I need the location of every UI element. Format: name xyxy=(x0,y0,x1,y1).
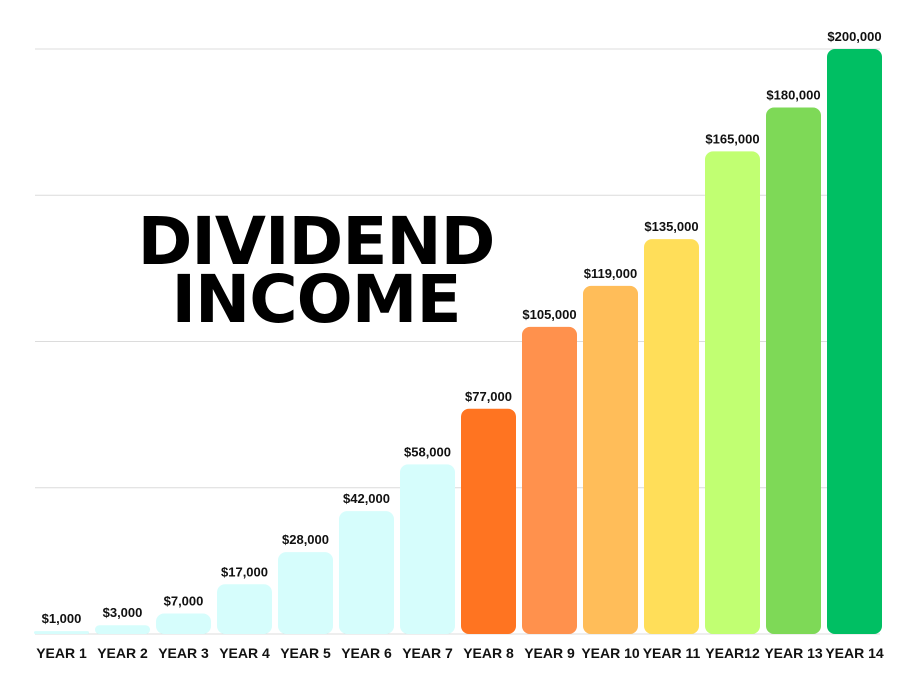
tick-label-10: YEAR 10 xyxy=(581,645,640,661)
bar-8 xyxy=(461,408,516,634)
bar-4 xyxy=(217,584,272,634)
bar-14 xyxy=(827,49,882,634)
tick-label-13: YEAR 13 xyxy=(764,645,823,661)
tick-label-7: YEAR 7 xyxy=(402,645,453,661)
bar-13 xyxy=(766,107,821,634)
tick-label-8: YEAR 8 xyxy=(463,645,514,661)
tick-label-3: YEAR 3 xyxy=(158,645,209,661)
bar-series xyxy=(34,49,882,634)
tick-label-11: YEAR 11 xyxy=(643,645,701,661)
bar-5 xyxy=(278,552,333,634)
bar-2 xyxy=(95,625,150,634)
x-axis-tick-labels: YEAR 1 YEAR 2 YEAR 3 YEAR 4 YEAR 5 YEAR 6 YEAR… xyxy=(36,645,884,661)
tick-label-9: YEAR 9 xyxy=(524,645,575,661)
bar-11 xyxy=(644,239,699,634)
tick-label-2: YEAR 2 xyxy=(97,645,148,661)
value-label-7: $58,000 xyxy=(404,444,451,459)
value-label-3: $7,000 xyxy=(164,594,204,609)
bar-6 xyxy=(339,511,394,634)
tick-label-1: YEAR 1 xyxy=(36,645,87,661)
tick-label-5: YEAR 5 xyxy=(280,645,331,661)
bar-3 xyxy=(156,613,211,634)
bar-1 xyxy=(34,631,89,634)
value-label-12: $165,000 xyxy=(705,131,759,146)
value-label-6: $42,000 xyxy=(343,491,390,506)
value-label-10: $119,000 xyxy=(584,266,638,281)
tick-label-4: YEAR 4 xyxy=(219,645,270,661)
value-label-8: $77,000 xyxy=(465,389,512,404)
value-label-11: $135,000 xyxy=(644,219,698,234)
bar-7 xyxy=(400,464,455,634)
tick-label-6: YEAR 6 xyxy=(341,645,392,661)
chart-title-line-1: DIVIDEND xyxy=(138,203,495,280)
value-label-9: $105,000 xyxy=(522,307,576,322)
tick-label-12: YEAR12 xyxy=(705,645,760,661)
tick-label-14: YEAR 14 xyxy=(825,645,884,661)
chart-title-line-2: INCOME xyxy=(171,261,460,338)
bar-12 xyxy=(705,151,760,634)
value-label-2: $3,000 xyxy=(103,605,143,620)
value-label-5: $28,000 xyxy=(282,532,329,547)
bar-9 xyxy=(522,326,577,634)
value-label-1: $1,000 xyxy=(42,611,82,626)
value-label-4: $17,000 xyxy=(221,564,268,579)
bar-10 xyxy=(583,285,638,634)
value-label-14: $200,000 xyxy=(827,29,881,44)
value-label-13: $180,000 xyxy=(766,88,820,103)
value-labels: $1,000 $3,000 $7,000 $17,000 $28,000 $42,000 $… xyxy=(42,29,882,626)
